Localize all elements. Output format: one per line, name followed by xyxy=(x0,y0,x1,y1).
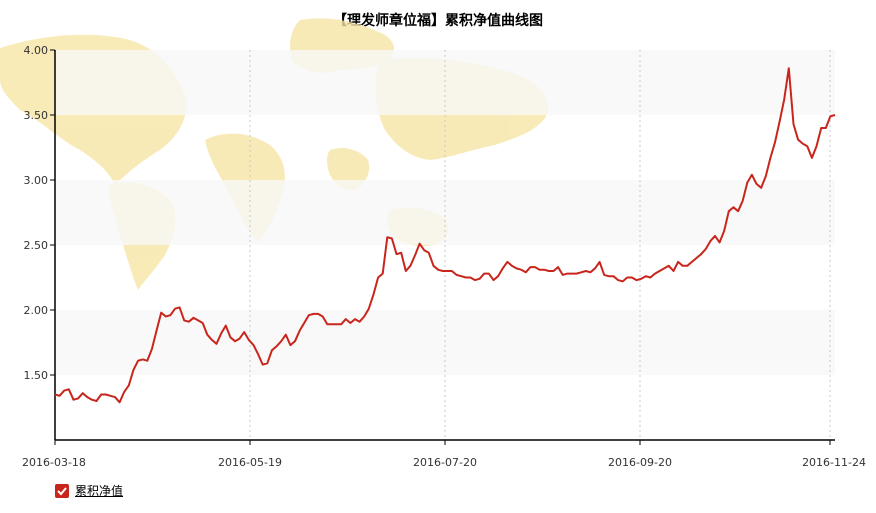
chart-title: 【理发师章位福】累积净值曲线图 xyxy=(333,13,543,29)
x-tick-label: 2016-07-20 xyxy=(413,456,477,469)
y-tick-label: 2.50 xyxy=(24,239,49,252)
series-line-cumulative-nav xyxy=(54,67,836,404)
y-axis-ticks: 1.50 2.00 2.50 3.00 3.50 4.00 xyxy=(24,44,55,382)
y-tick-label: 4.00 xyxy=(24,44,49,57)
y-tick-label: 2.00 xyxy=(24,304,49,317)
y-tick-label: 3.00 xyxy=(24,174,49,187)
y-tick-label: 3.50 xyxy=(24,109,49,122)
legend-item[interactable]: 累积净值 xyxy=(55,482,123,499)
legend-label: 累积净值 xyxy=(75,484,124,498)
x-tick-label: 2016-05-19 xyxy=(218,456,282,469)
x-tick-label: 2016-11-24 xyxy=(802,456,866,469)
x-tick-label: 2016-03-18 xyxy=(22,456,86,469)
check-icon xyxy=(57,486,67,495)
x-tick-label: 2016-09-20 xyxy=(608,456,672,469)
x-axis-ticks: 2016-03-18 2016-05-19 2016-07-20 2016-09-20… xyxy=(22,440,866,469)
legend-checkbox[interactable] xyxy=(55,483,69,498)
y-tick-label: 1.50 xyxy=(24,369,49,382)
vertical-gridlines xyxy=(249,50,831,440)
